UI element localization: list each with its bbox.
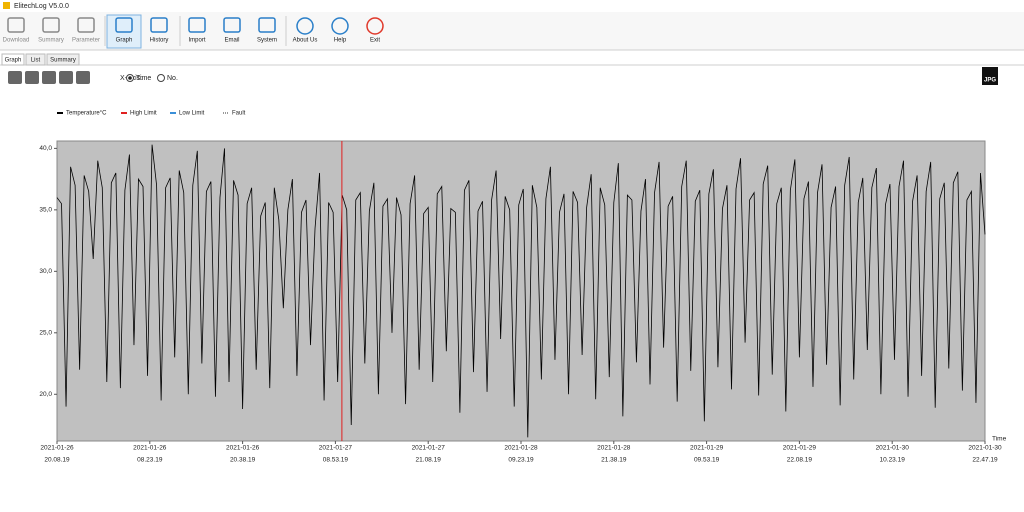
radio-dot [128, 76, 132, 80]
y-tick-label: 25,0 [39, 330, 52, 337]
button-label: History [150, 38, 169, 44]
button-icon [296, 17, 314, 35]
button-icon [7, 17, 25, 33]
button-icon [115, 17, 133, 33]
legend-label: High Limit [130, 111, 157, 117]
x-tick-date: 2021-01-30 [876, 445, 910, 452]
button-icon [258, 17, 276, 33]
tab-label: List [31, 58, 41, 64]
x-tick-time: 21.08.19 [416, 457, 442, 464]
button-label: Exit [370, 38, 380, 44]
x-tick-time: 09.23.19 [508, 457, 534, 464]
tab-label: Graph [5, 58, 22, 64]
y-tick-label: 30,0 [39, 268, 52, 275]
x-tick-date: 2021-01-28 [504, 445, 538, 452]
jpg-export-button[interactable] [982, 67, 998, 85]
x-tick-date: 2021-01-27 [319, 445, 353, 452]
window-title: ElitechLog V5.0.0 [14, 3, 69, 10]
legend-label: Fault [232, 111, 246, 117]
zoom-button[interactable] [76, 71, 90, 84]
x-tick-time: 09.53.19 [694, 457, 720, 464]
zoom-button[interactable] [59, 71, 73, 84]
tab[interactable] [25, 53, 46, 66]
app-icon [3, 2, 10, 9]
x-tick-date: 2021-01-29 [690, 445, 724, 452]
radio-label: No. [167, 75, 178, 82]
zoom-button[interactable] [42, 71, 56, 84]
button-label: Help [334, 38, 347, 44]
button-label: Email [224, 38, 239, 44]
button-icon [331, 17, 349, 35]
x-tick-time: 22.47.19 [972, 457, 998, 464]
x-tick-time: 08.23.19 [137, 457, 163, 464]
legend-label: Low Limit [179, 111, 205, 117]
y-tick-label: 40,0 [39, 145, 52, 152]
x-tick-time: 20.08.19 [44, 457, 70, 464]
x-tick-time: 10.23.19 [880, 457, 906, 464]
button-label: Download [3, 38, 30, 44]
radio[interactable] [157, 74, 165, 82]
zoom-button[interactable] [8, 71, 22, 84]
x-tick-date: 2021-01-28 [597, 445, 631, 452]
button-icon [77, 17, 95, 33]
button-label: Parameter [72, 38, 100, 44]
button-label: Graph [116, 38, 133, 44]
y-tick-label: 20,0 [39, 391, 52, 398]
x-tick-time: 21.38.19 [601, 457, 627, 464]
button-icon [223, 17, 241, 33]
button-icon [42, 17, 60, 33]
button-label: About Us [293, 38, 318, 44]
button-label: System [257, 38, 277, 44]
x-tick-date: 2021-01-30 [968, 445, 1002, 452]
tab-label: Summary [50, 58, 76, 64]
x-tick-date: 2021-01-26 [133, 445, 167, 452]
legend-label: Temperature°C [66, 111, 107, 117]
x-tick-date: 2021-01-29 [783, 445, 817, 452]
button-label: Summary [38, 38, 64, 44]
temperature-line [56, 144, 986, 438]
button-icon [150, 17, 168, 33]
y-tick-label: 35,0 [39, 207, 52, 214]
radio-label: Time [136, 75, 151, 82]
tab[interactable] [46, 53, 80, 66]
x-tick-time: 20.38.19 [230, 457, 256, 464]
tab[interactable] [1, 53, 25, 66]
plot-area [56, 140, 986, 442]
x-axis-label: Time [992, 436, 1007, 443]
x-tick-date: 2021-01-26 [226, 445, 260, 452]
x-tick-date: 2021-01-27 [412, 445, 446, 452]
x-tick-date: 2021-01-26 [40, 445, 74, 452]
zoom-button[interactable] [25, 71, 39, 84]
jpg-label: JPG [984, 78, 996, 84]
toolbar [0, 12, 1024, 50]
button-label: Import [188, 38, 205, 44]
button-icon [366, 17, 384, 35]
x-tick-time: 22.08.19 [787, 457, 813, 464]
button-icon [188, 17, 206, 33]
x-tick-time: 08.53.19 [323, 457, 349, 464]
